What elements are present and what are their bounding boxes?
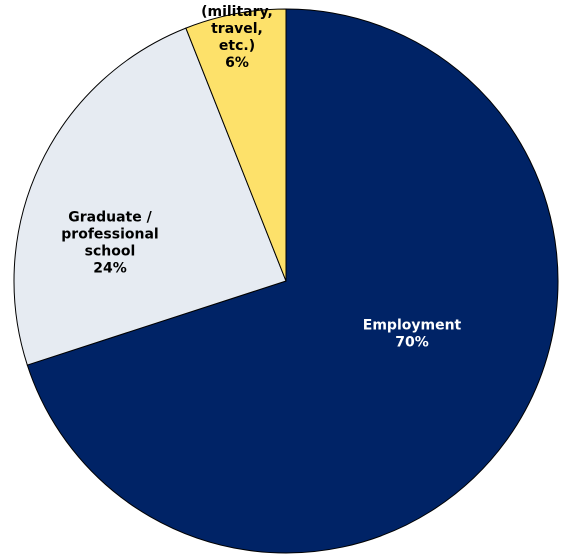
slice-percent-label: 6% (225, 55, 249, 71)
slice-percent-label: 70% (395, 335, 429, 351)
slice-label-line: Employment (363, 318, 462, 334)
pie-slice-other (185, 8, 287, 282)
slice-label-line: Graduate / (68, 210, 152, 226)
slice-label-line: professional (61, 227, 158, 243)
slice-label-line: (military, (201, 4, 273, 20)
slice-label-line: travel, (211, 21, 263, 37)
slice-label-graduate-school: Graduate / professional school 24% (61, 210, 158, 277)
pie-slice-employment (26, 8, 559, 554)
slice-label-employment: Employment 70% (363, 318, 462, 351)
slice-label-line: school (85, 244, 136, 260)
slice-label-line: etc.) (219, 38, 255, 54)
pie-slice-graduate-school (13, 27, 287, 366)
slice-percent-label: 24% (93, 261, 127, 277)
slice-label-line: Other (215, 0, 260, 3)
slice-label-other: Other(military,travel,etc.)6% (201, 0, 273, 71)
